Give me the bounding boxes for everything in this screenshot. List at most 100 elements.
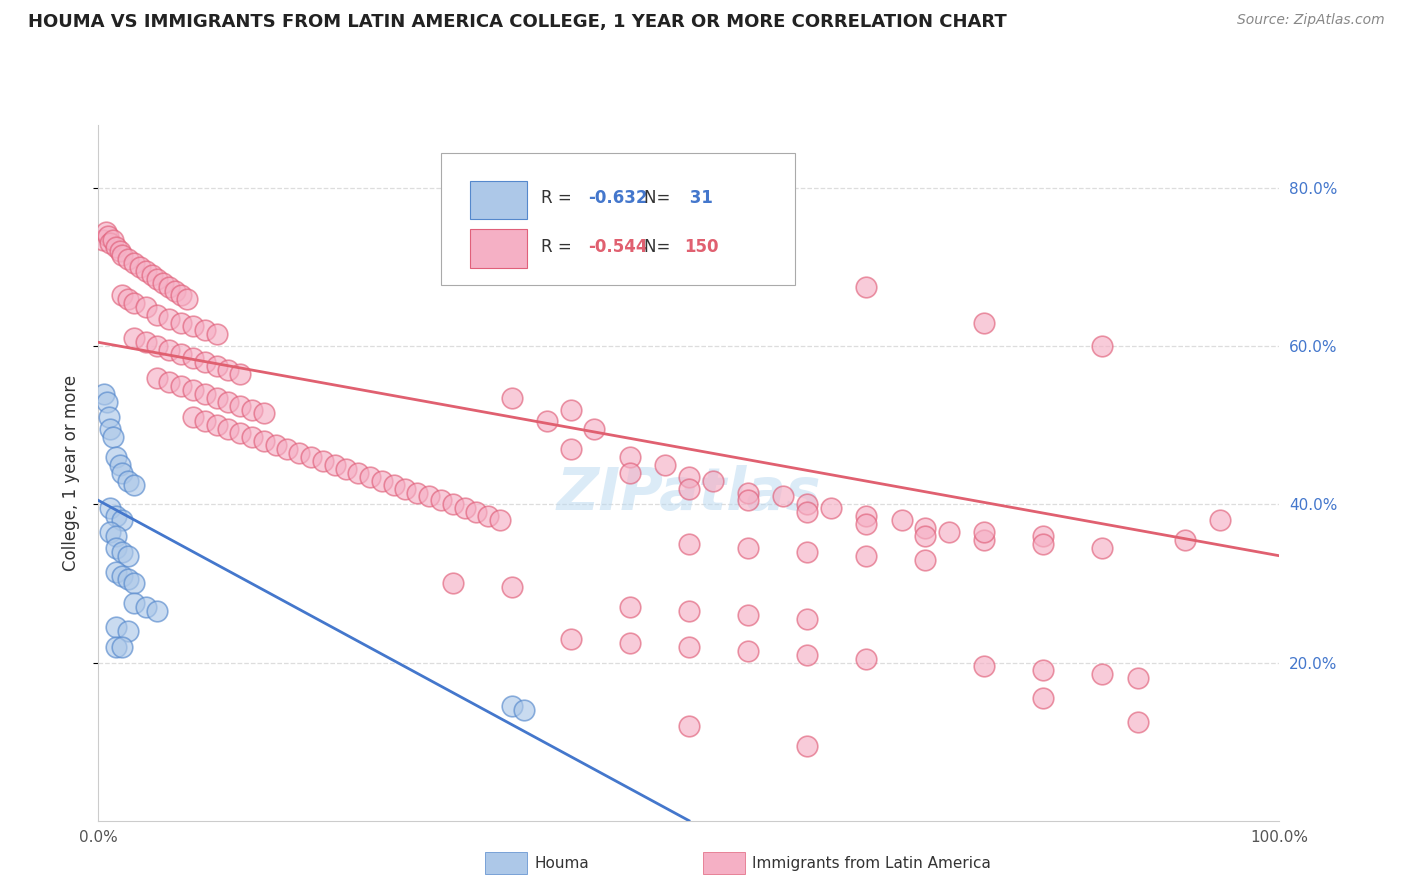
Point: [117, 573, 139, 587]
Point: [678, 604, 700, 618]
Point: [371, 474, 394, 488]
Point: [240, 402, 263, 417]
Point: [122, 576, 145, 591]
Point: [1032, 691, 1054, 706]
Point: [465, 505, 488, 519]
Point: [796, 739, 818, 753]
Point: [253, 407, 276, 421]
Text: R =: R =: [541, 189, 578, 207]
Point: [122, 295, 145, 310]
Point: [94, 225, 117, 239]
Point: [170, 288, 193, 302]
FancyBboxPatch shape: [441, 153, 796, 285]
Point: [122, 477, 145, 491]
Point: [820, 501, 842, 516]
Text: N=: N=: [644, 237, 676, 256]
Point: [217, 422, 239, 436]
Point: [152, 276, 174, 290]
Point: [737, 485, 759, 500]
Point: [117, 624, 139, 638]
Text: N=: N=: [644, 189, 676, 207]
Point: [1091, 339, 1114, 353]
Point: [678, 240, 700, 254]
Text: R =: R =: [541, 237, 578, 256]
Point: [146, 308, 169, 322]
Point: [288, 446, 311, 460]
Point: [240, 430, 263, 444]
Point: [181, 351, 204, 365]
FancyBboxPatch shape: [471, 229, 527, 268]
Point: [855, 280, 877, 294]
Point: [157, 375, 180, 389]
Point: [619, 600, 641, 615]
Text: Source: ZipAtlas.com: Source: ZipAtlas.com: [1237, 13, 1385, 28]
Point: [117, 549, 139, 563]
Point: [128, 260, 150, 275]
Text: Houma: Houma: [534, 856, 589, 871]
Point: [170, 378, 193, 392]
Text: 31: 31: [685, 189, 713, 207]
Point: [229, 426, 252, 441]
Point: [1032, 537, 1054, 551]
Text: 150: 150: [685, 237, 718, 256]
Point: [418, 490, 440, 504]
Point: [181, 319, 204, 334]
Point: [973, 659, 995, 673]
Point: [105, 565, 128, 579]
Point: [105, 529, 128, 543]
Point: [890, 513, 912, 527]
Point: [157, 343, 180, 358]
Point: [536, 414, 558, 428]
Point: [796, 545, 818, 559]
Point: [194, 323, 217, 337]
Point: [194, 386, 217, 401]
Point: [489, 513, 512, 527]
Point: [229, 399, 252, 413]
Point: [97, 228, 120, 243]
Point: [276, 442, 298, 456]
Text: -0.544: -0.544: [589, 237, 648, 256]
Point: [108, 458, 131, 472]
Point: [170, 347, 193, 361]
Point: [299, 450, 322, 464]
Point: [737, 643, 759, 657]
Point: [111, 640, 134, 654]
Point: [111, 248, 134, 262]
Point: [312, 454, 335, 468]
Point: [217, 394, 239, 409]
Point: [702, 474, 724, 488]
Point: [1126, 671, 1149, 685]
Point: [122, 331, 145, 345]
Point: [501, 581, 523, 595]
Point: [141, 268, 163, 282]
Point: [359, 469, 381, 483]
Point: [170, 316, 193, 330]
Point: [619, 450, 641, 464]
Point: [157, 280, 180, 294]
Point: [111, 568, 134, 582]
Point: [105, 509, 128, 524]
Point: [146, 604, 169, 618]
FancyBboxPatch shape: [471, 180, 527, 219]
Point: [93, 386, 115, 401]
Point: [394, 482, 416, 496]
Point: [122, 596, 145, 610]
Text: HOUMA VS IMMIGRANTS FROM LATIN AMERICA COLLEGE, 1 YEAR OR MORE CORRELATION CHART: HOUMA VS IMMIGRANTS FROM LATIN AMERICA C…: [28, 13, 1007, 31]
Point: [737, 493, 759, 508]
Point: [229, 367, 252, 381]
Point: [441, 576, 464, 591]
Point: [1032, 529, 1054, 543]
Point: [98, 524, 121, 539]
Point: [1091, 667, 1114, 681]
Point: [165, 284, 187, 298]
Point: [335, 462, 357, 476]
Point: [1091, 541, 1114, 555]
Point: [111, 466, 134, 480]
Point: [796, 612, 818, 626]
Point: [117, 292, 139, 306]
Point: [108, 244, 131, 259]
Text: Immigrants from Latin America: Immigrants from Latin America: [752, 856, 991, 871]
Point: [678, 640, 700, 654]
Point: [194, 414, 217, 428]
Point: [583, 422, 606, 436]
